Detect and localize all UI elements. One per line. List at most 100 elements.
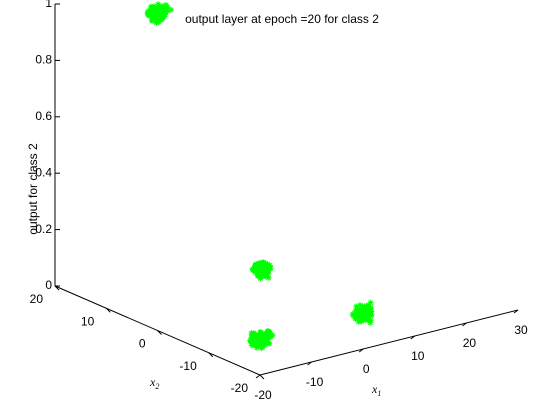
x-tick-mark (255, 374, 261, 379)
data-points (144, 1, 375, 352)
data-point (250, 330, 257, 337)
x-tick-mark (307, 361, 312, 366)
data-point (259, 344, 266, 351)
y-tick-label: -20 (231, 381, 249, 395)
x-tick-label: 10 (411, 349, 425, 363)
y-tick-mark (157, 330, 162, 335)
data-point (354, 310, 361, 317)
data-point (247, 337, 254, 344)
data-point (257, 337, 264, 344)
data-point (149, 13, 156, 20)
x-tick-mark (462, 322, 467, 327)
data-point (257, 329, 264, 336)
data-point (254, 339, 261, 346)
data-point (148, 3, 155, 10)
z-axis-label: output for class 2 (26, 143, 40, 235)
data-point (251, 342, 258, 349)
z-tick-label: 0.6 (35, 109, 52, 123)
point-cluster (247, 327, 276, 352)
data-point (261, 260, 268, 267)
data-point (155, 19, 162, 26)
data-point (255, 336, 262, 343)
data-point (257, 263, 264, 270)
x-tick-label: 0 (363, 362, 370, 376)
axes (54, 4, 519, 376)
x-tick-mark (358, 348, 364, 353)
y-tick-label: 0 (139, 337, 146, 351)
point-cluster (144, 1, 175, 26)
data-point (162, 9, 169, 16)
z-tick-label: 0.4 (35, 165, 52, 179)
y-tick-label: -10 (179, 359, 197, 373)
data-point (353, 303, 360, 310)
data-point (250, 336, 257, 343)
z-tick-label: 0 (45, 278, 52, 292)
x-axis-label-subscript: 1 (377, 389, 381, 398)
data-point (269, 332, 276, 339)
data-point (252, 268, 259, 275)
y-tick-mark (54, 285, 60, 291)
data-point (251, 333, 258, 340)
x-axis-label-base: x (371, 382, 378, 396)
x-tick-label: -20 (254, 388, 272, 402)
y-tick-mark (208, 352, 214, 358)
data-point (263, 269, 270, 276)
data-point (264, 261, 271, 268)
data-point (262, 331, 269, 338)
data-point (253, 344, 260, 351)
data-point (265, 274, 272, 281)
data-point (144, 9, 151, 16)
data-point (255, 272, 262, 279)
data-point (264, 328, 271, 335)
data-point (149, 17, 156, 24)
data-point (155, 12, 162, 19)
data-point (259, 330, 266, 337)
data-point (362, 316, 369, 323)
x-tick-label: 20 (463, 336, 477, 350)
data-point (257, 270, 264, 277)
data-point (357, 302, 364, 309)
data-point (254, 342, 261, 349)
data-point (355, 318, 362, 325)
z-tick-label: 0.2 (35, 222, 52, 236)
x-axis-label: x1 (371, 382, 381, 398)
x-axis-line (259, 309, 519, 376)
data-point (256, 266, 263, 273)
data-point (153, 19, 160, 26)
data-point (367, 299, 374, 306)
data-point (264, 266, 271, 273)
point-cluster (249, 259, 274, 282)
data-point (261, 339, 268, 346)
z-tick-label: 1 (45, 0, 52, 10)
data-point (156, 6, 163, 13)
data-point (360, 308, 367, 315)
data-point (256, 260, 263, 267)
y-tick-mark (105, 307, 111, 313)
data-point (364, 302, 371, 309)
data-point (359, 315, 366, 322)
data-point (253, 262, 260, 269)
x-tick-label: 30 (514, 323, 528, 337)
data-point (368, 308, 375, 315)
data-point (164, 4, 171, 11)
y-tick-mark (259, 374, 265, 380)
data-point (146, 12, 153, 19)
data-point (148, 5, 155, 12)
y-axis-label: x2 (149, 375, 159, 391)
data-point (266, 262, 273, 269)
data-point (259, 265, 266, 272)
data-point (261, 264, 268, 271)
data-point (257, 275, 264, 282)
data-point (352, 315, 359, 322)
x-tick-mark (410, 335, 416, 340)
data-point (254, 335, 261, 342)
point-cluster (349, 299, 375, 326)
data-point (158, 15, 165, 22)
x-tick-label: -10 (306, 375, 324, 389)
y-tick-label: 20 (30, 292, 44, 306)
z-tick-label: 0.8 (35, 53, 52, 67)
data-point (361, 303, 368, 310)
